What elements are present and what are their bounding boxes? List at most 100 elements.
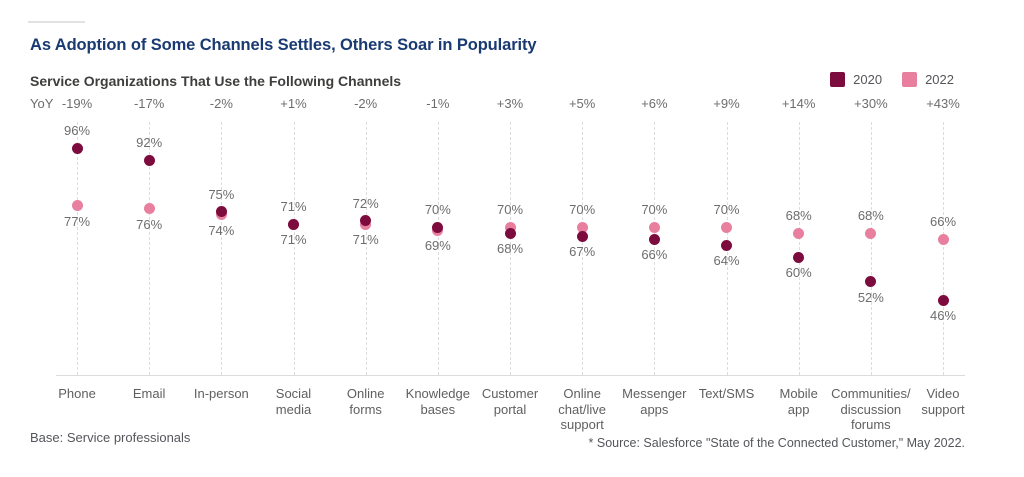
yoy-value: -1% — [426, 96, 450, 111]
yoy-value: +5% — [568, 96, 596, 111]
column-guide-line — [149, 122, 151, 375]
value-label-2020: 92% — [136, 135, 163, 151]
chart-subtitle: Service Organizations That Use the Follo… — [30, 73, 402, 89]
legend-label-2022: 2022 — [925, 72, 954, 87]
legend-item-2020: 2020 — [830, 72, 882, 87]
category-label: Email — [132, 386, 166, 401]
data-point-2022 — [71, 200, 83, 212]
base-note: Base: Service professionals — [30, 430, 191, 445]
value-label-2022: 68% — [857, 208, 884, 224]
category-label: Text/SMS — [698, 386, 755, 401]
category-label: Mobile app — [779, 386, 818, 417]
data-point-2020 — [793, 251, 805, 263]
data-point-2020 — [937, 294, 949, 306]
yoy-value: +6% — [641, 96, 668, 111]
yoy-value: -2% — [209, 96, 233, 111]
value-label-2022: 71% — [280, 232, 307, 247]
data-point-2020 — [288, 218, 299, 230]
legend-swatch-2022 — [902, 72, 918, 87]
chart-legend: 2020 2022 — [830, 72, 954, 87]
data-point-2022 — [937, 233, 949, 245]
column-guide-line — [943, 122, 944, 375]
yoy-value: +3% — [496, 96, 524, 111]
column-guide-line — [77, 122, 78, 375]
value-label-2020: 60% — [785, 265, 812, 281]
value-label-2022: 77% — [63, 213, 91, 229]
data-point-2020 — [504, 227, 516, 239]
category-label: Video support — [921, 386, 965, 417]
data-point-2020 — [360, 215, 372, 227]
value-label-2020: 71% — [280, 199, 307, 214]
data-point-2022 — [865, 227, 877, 239]
yoy-value: +1% — [280, 96, 307, 111]
legend-item-2022: 2022 — [902, 72, 954, 87]
category-label: Social media — [275, 386, 312, 417]
page-title: As Adoption of Some Channels Settles, Ot… — [30, 36, 537, 54]
category-label: Knowledge bases — [405, 386, 470, 417]
column-guide-line — [437, 122, 439, 375]
value-label-2020: 72% — [352, 195, 379, 211]
value-label-2022: 66% — [929, 214, 957, 230]
legend-swatch-2020 — [830, 72, 846, 87]
category-label: Phone — [58, 386, 96, 401]
yoy-value: +30% — [854, 96, 888, 111]
value-label-2022: 70% — [496, 202, 524, 218]
column-guide-line — [293, 122, 295, 375]
data-point-2020 — [432, 221, 444, 233]
data-point-2022 — [721, 221, 732, 233]
data-point-2020 — [215, 206, 227, 218]
data-point-2020 — [865, 276, 877, 288]
category-label: Messenger apps — [622, 386, 687, 417]
yoy-value: -19% — [61, 96, 93, 111]
category-label: Online chat/live support — [558, 386, 606, 433]
column-guide-line — [870, 122, 872, 375]
category-label: Customer portal — [481, 386, 539, 417]
column-guide-line — [582, 122, 584, 375]
column-guide-line — [654, 122, 656, 375]
value-label-2020: 75% — [208, 186, 235, 202]
column-guide-line — [798, 122, 800, 375]
value-label-2022: 71% — [352, 232, 379, 247]
data-point-2022 — [143, 203, 155, 215]
value-label-2020: 96% — [63, 123, 91, 138]
value-label-2022: 74% — [208, 222, 235, 238]
data-point-2020 — [576, 230, 588, 242]
legend-label-2020: 2020 — [853, 72, 883, 87]
column-guide-line — [365, 122, 367, 375]
value-label-2020: 64% — [713, 253, 740, 269]
value-label-2022: 76% — [136, 216, 163, 232]
category-label: Communities/ discussion forums — [831, 386, 911, 433]
value-label-2020: 67% — [569, 244, 596, 260]
yoy-value: -17% — [133, 96, 165, 111]
data-point-2022 — [504, 221, 516, 233]
value-label-2022: 70% — [713, 202, 740, 218]
data-point-2022 — [793, 227, 805, 239]
value-label-2020: 68% — [496, 241, 524, 257]
data-point-2020 — [143, 154, 155, 166]
yoy-value: +14% — [781, 96, 816, 111]
value-label-2020: 52% — [857, 289, 884, 305]
source-note: * Source: Salesforce "State of the Conne… — [588, 436, 965, 450]
yoy-row-label: YoY — [30, 96, 54, 111]
yoy-value: +9% — [713, 96, 740, 111]
column-guide-line — [221, 122, 223, 375]
yoy-value: +43% — [926, 96, 960, 111]
data-point-2020 — [648, 233, 660, 245]
x-axis-line — [56, 375, 965, 376]
data-point-2020 — [71, 142, 83, 154]
data-point-2022 — [576, 221, 588, 233]
data-point-2020 — [721, 239, 732, 251]
value-label-2020: 70% — [424, 202, 451, 218]
value-label-2022: 70% — [569, 202, 596, 218]
data-point-2022 — [648, 221, 660, 233]
value-label-2022: 70% — [641, 202, 668, 218]
value-label-2022: 69% — [424, 238, 451, 254]
column-guide-line — [510, 122, 511, 375]
top-divider — [28, 21, 85, 23]
category-label: In-person — [193, 386, 249, 401]
value-label-2020: 46% — [929, 308, 957, 323]
value-label-2020: 66% — [641, 247, 668, 263]
value-label-2022: 68% — [785, 208, 812, 224]
